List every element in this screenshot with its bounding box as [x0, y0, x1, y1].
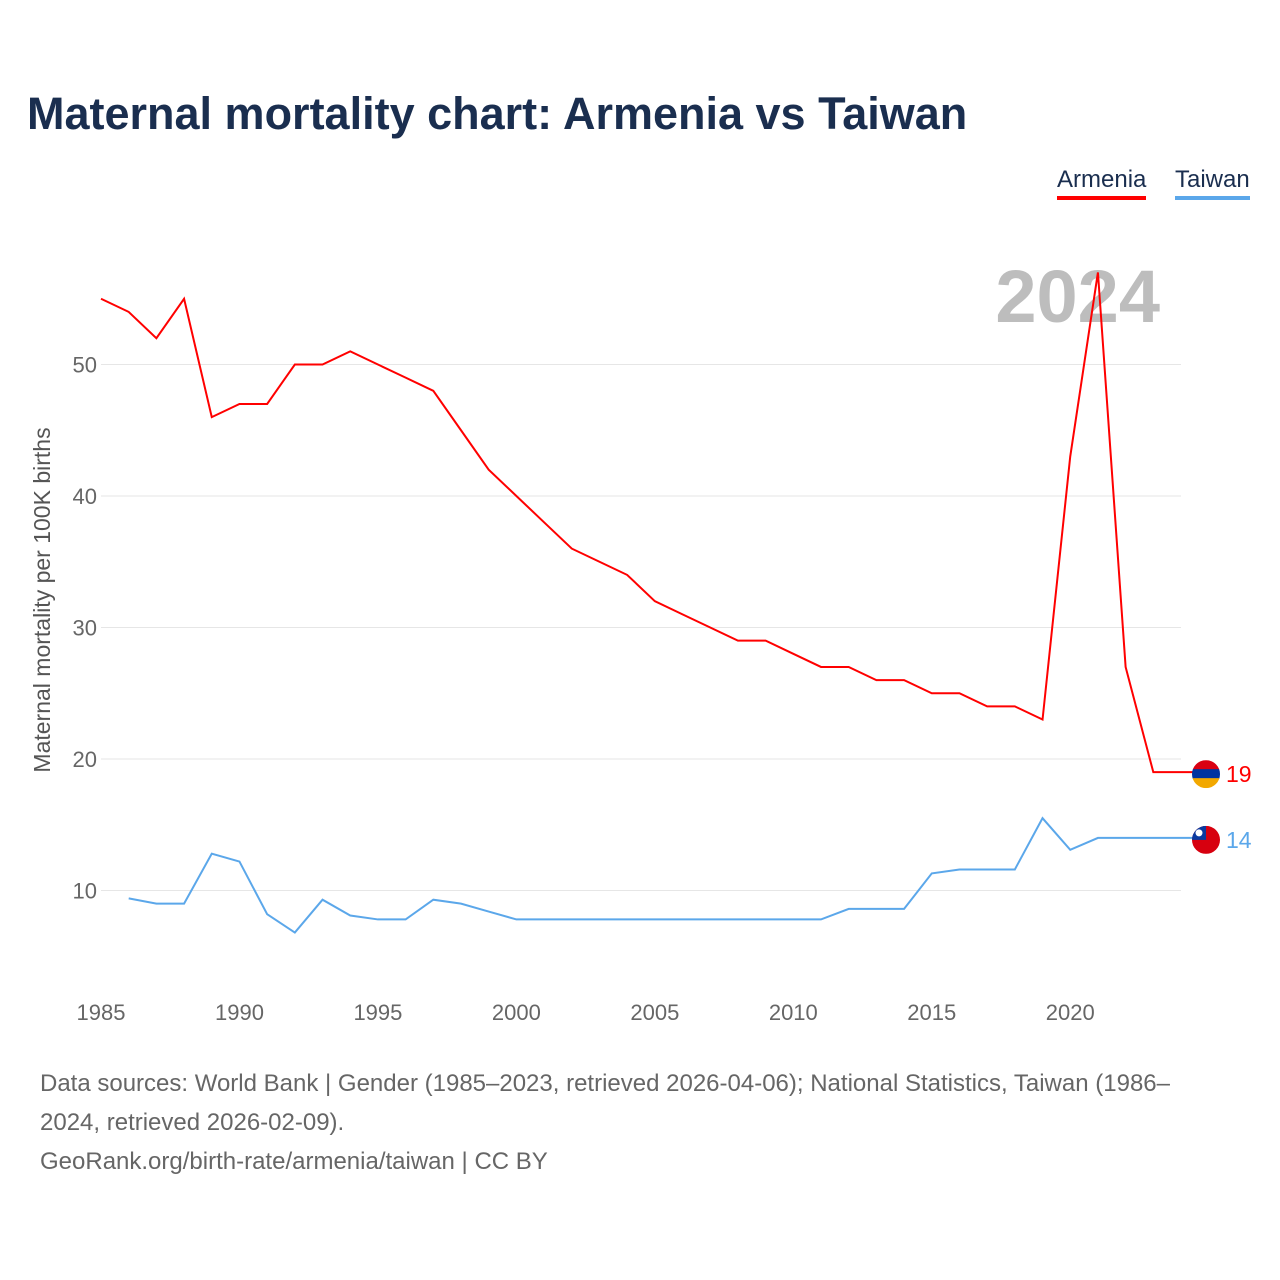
x-tick-label: 2010 — [769, 1000, 818, 1025]
x-tick-label: 1990 — [215, 1000, 264, 1025]
grid — [101, 364, 1181, 891]
x-tick-label: 2005 — [630, 1000, 679, 1025]
x-ticks: 1985 1990 1995 2000 2005 2010 2015 2020 — [77, 1000, 1095, 1025]
credit-link[interactable]: GeoRank.org/birth-rate/armenia/taiwan | … — [40, 1148, 548, 1175]
y-tick-label: 50 — [73, 353, 97, 378]
x-tick-label: 1995 — [353, 1000, 402, 1025]
end-value-armenia: 19 — [1226, 761, 1252, 787]
x-tick-label: 1985 — [77, 1000, 126, 1025]
y-tick-label: 20 — [73, 747, 97, 772]
data-sources: Data sources: World Bank | Gender (1985–… — [40, 1070, 1170, 1136]
x-tick-label: 2000 — [492, 1000, 541, 1025]
y-axis-label: Maternal mortality per 100K births — [29, 427, 55, 772]
x-tick-label: 2020 — [1046, 1000, 1095, 1025]
y-tick-label: 10 — [73, 879, 97, 904]
end-value-taiwan: 14 — [1226, 827, 1252, 853]
x-tick-label: 2015 — [907, 1000, 956, 1025]
series-line-armenia — [100, 272, 1206, 774]
series-line-taiwan — [128, 816, 1206, 934]
armenia-flag-icon — [1192, 760, 1220, 789]
y-tick-label: 30 — [73, 616, 97, 641]
series-lines — [100, 272, 1206, 934]
legend-taiwan[interactable]: Taiwan — [1175, 166, 1250, 200]
y-tick-label: 40 — [73, 484, 97, 509]
y-ticks: 10 20 30 40 50 — [73, 353, 97, 904]
taiwan-flag-icon — [1192, 825, 1220, 854]
year-watermark: 2024 — [995, 255, 1160, 338]
chart-title: Maternal mortality chart: Armenia vs Tai… — [27, 88, 968, 139]
legend-armenia[interactable]: Armenia — [1057, 166, 1147, 200]
